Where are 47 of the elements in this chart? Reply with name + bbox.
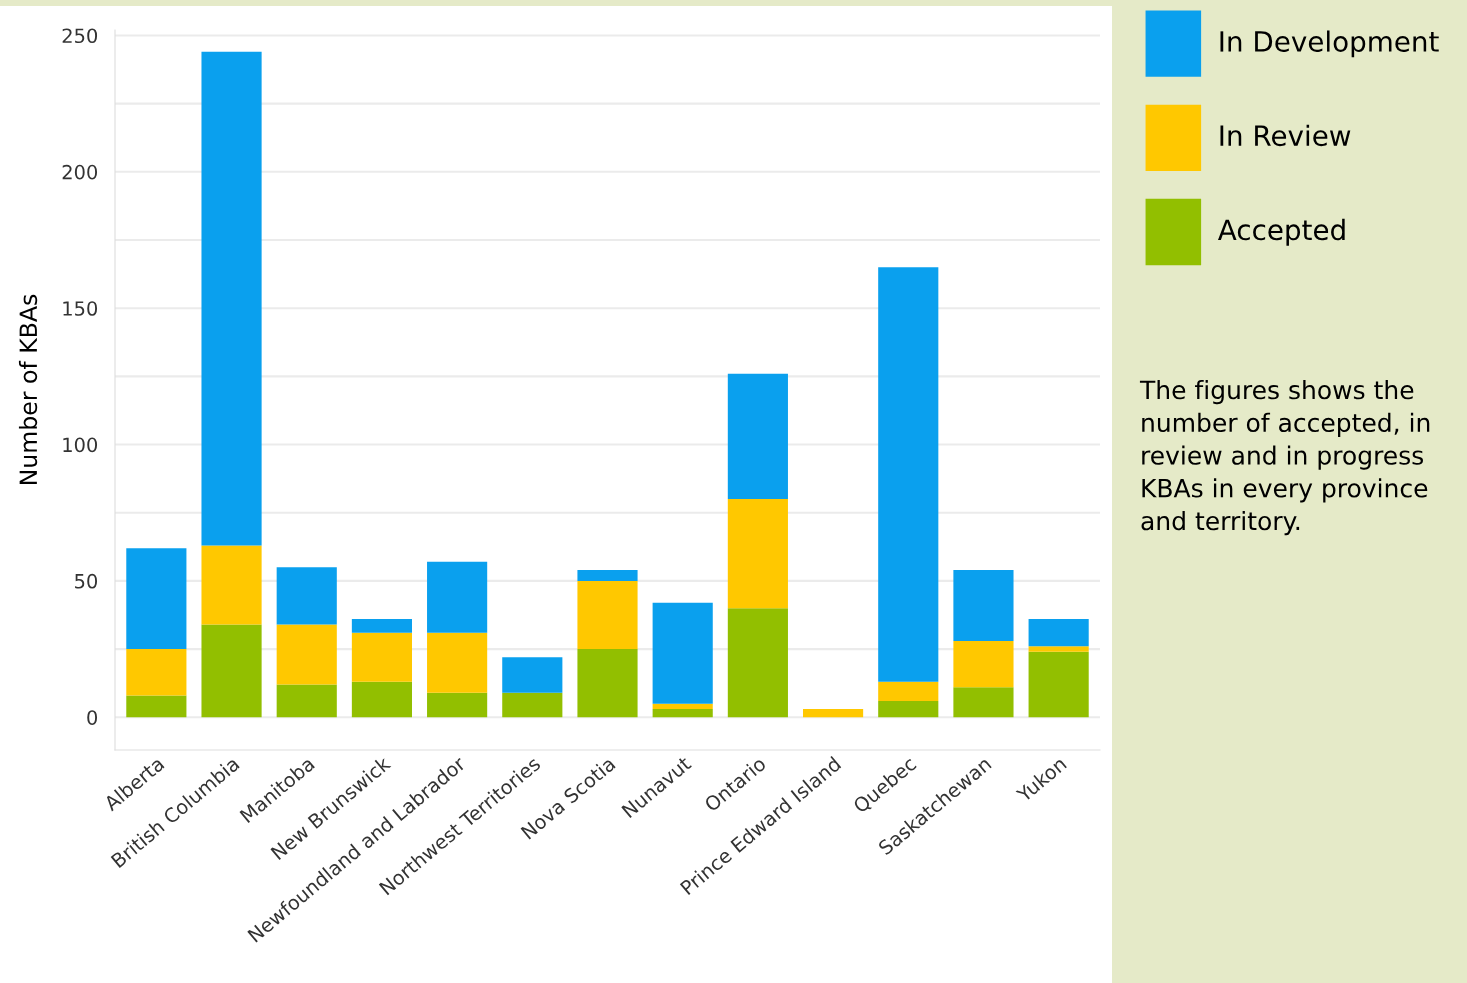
bar — [502, 657, 563, 693]
bar — [427, 561, 488, 633]
bar — [727, 499, 788, 609]
y-tick-label: 250 — [62, 28, 98, 44]
legend-label: In Development — [1220, 30, 1439, 58]
bar — [276, 624, 337, 685]
bar — [502, 692, 563, 718]
y-tick-label: 100 — [63, 437, 98, 453]
bar — [427, 692, 488, 718]
bar — [276, 684, 337, 718]
bar — [1028, 646, 1089, 652]
bar — [652, 709, 713, 718]
bar — [201, 51, 262, 546]
bar — [953, 687, 1014, 718]
bar — [577, 580, 638, 650]
bar — [727, 608, 788, 718]
y-axis-title: Number of KBAs — [18, 294, 38, 485]
bar — [803, 709, 864, 718]
bar — [1028, 619, 1089, 647]
bar — [953, 640, 1014, 688]
bar — [878, 700, 939, 718]
bar — [878, 681, 939, 701]
legend-label: Accepted — [1217, 218, 1345, 246]
bar — [126, 695, 187, 718]
y-tick-label: 150 — [63, 301, 98, 316]
y-tick-label: 0 — [87, 710, 98, 725]
bar — [126, 649, 187, 696]
y-tick-label: 50 — [75, 573, 98, 589]
bar — [201, 624, 262, 718]
legend-label: In Review — [1220, 124, 1351, 147]
bar — [1028, 651, 1089, 718]
bar — [953, 570, 1014, 641]
bar — [878, 267, 939, 682]
text: The figures shows the number of accepted, in review and in progress KBAs in every province and territory. — [1139, 380, 1430, 536]
bar — [351, 632, 412, 682]
bar — [652, 602, 713, 704]
bar — [577, 649, 638, 718]
bar — [727, 373, 788, 500]
bar — [276, 567, 337, 625]
bar — [427, 632, 488, 693]
bar — [351, 619, 412, 633]
bar — [351, 681, 412, 718]
bar — [577, 570, 638, 581]
bar — [652, 703, 713, 710]
y-tick-label: 200 — [62, 164, 98, 180]
bar — [126, 548, 187, 650]
bar — [201, 545, 262, 625]
